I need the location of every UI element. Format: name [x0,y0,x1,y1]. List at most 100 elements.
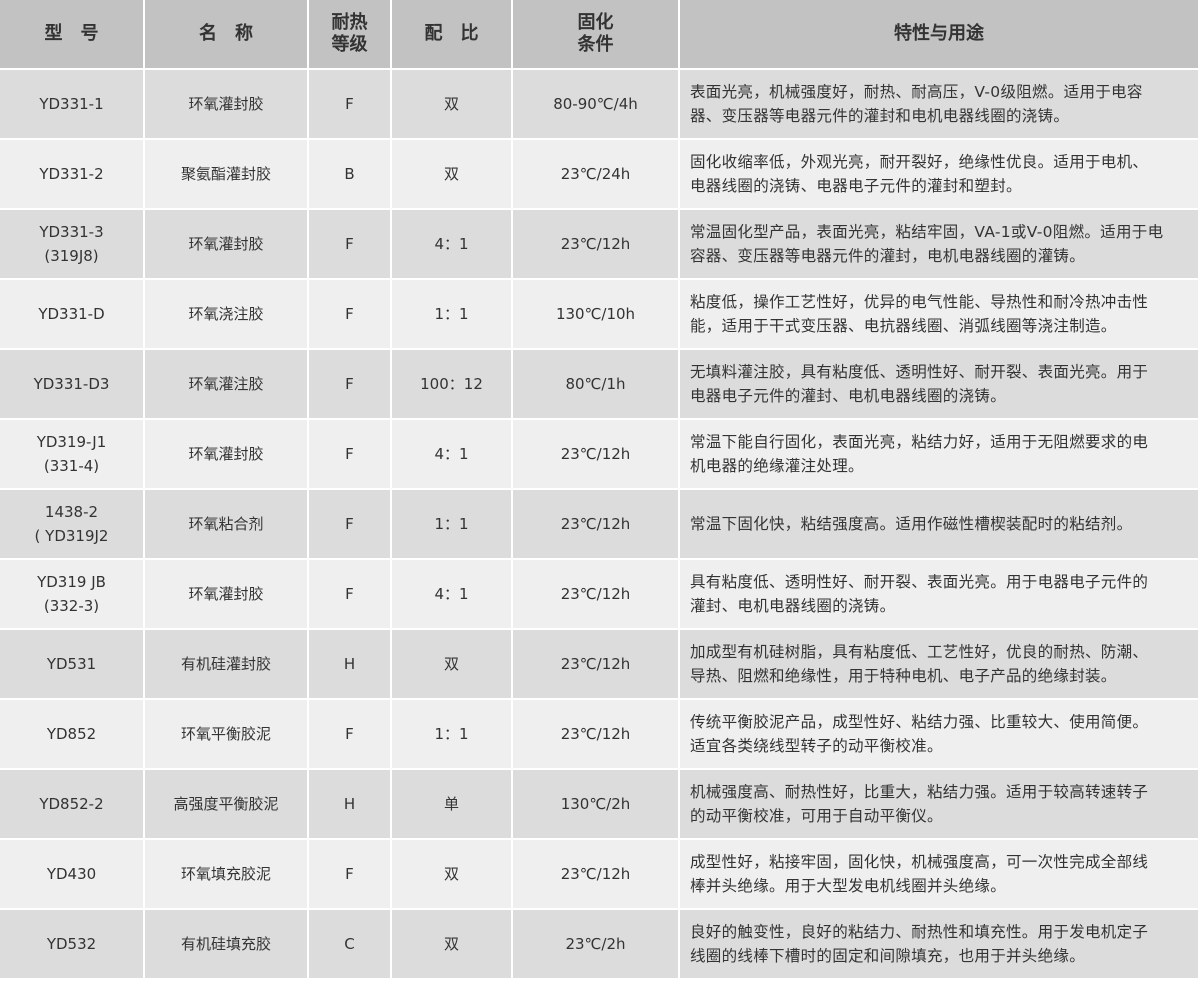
cell-ratio: 1：1 [392,700,511,768]
cell-name: 环氧填充胶泥 [145,840,307,908]
cell-ratio: 1：1 [392,490,511,558]
cell-heat-class: H [309,630,390,698]
table-row: YD331-D3 环氧灌注胶 F 100：12 80℃/1h 无填料灌注胶，具有粘度低、透… [0,350,1198,418]
cell-ratio: 双 [392,910,511,978]
table-row: YD852 环氧平衡胶泥 F 1：1 23℃/12h 传统平衡胶泥产品，成型性好、粘结力强… [0,700,1198,768]
cell-model: YD531 [0,630,143,698]
header-ratio: 配 比 [392,0,511,68]
cell-features-usage: 成型性好，粘接牢固，固化快，机械强度高，可一次性完成全部线 棒并头绝缘。用于大型… [680,840,1198,908]
cell-cure-condition: 80-90℃/4h [513,70,678,138]
cell-features-usage: 传统平衡胶泥产品，成型性好、粘结力强、比重较大、使用简便。 适宜各类绕线型转子的… [680,700,1198,768]
cell-cure-condition: 23℃/12h [513,490,678,558]
cell-model: 1438-2 ( YD319J2 [0,490,143,558]
cell-name: 环氧浇注胶 [145,280,307,348]
cell-heat-class: F [309,700,390,768]
table-row: YD331-2 聚氨酯灌封胶 B 双 23℃/24h 固化收缩率低，外观光亮，耐开裂好，绝… [0,140,1198,208]
cell-features-usage: 常温下固化快，粘结强度高。适用作磁性槽楔装配时的粘结剂。 [680,490,1198,558]
cell-cure-condition: 130℃/2h [513,770,678,838]
cell-cure-condition: 130℃/10h [513,280,678,348]
cell-cure-condition: 23℃/12h [513,700,678,768]
header-features-usage: 特性与用途 [680,0,1198,68]
cell-model: YD319-J1 (331-4) [0,420,143,488]
header-name: 名 称 [145,0,307,68]
cell-name: 环氧灌封胶 [145,560,307,628]
cell-model: YD532 [0,910,143,978]
cell-name: 聚氨酯灌封胶 [145,140,307,208]
cell-features-usage: 表面光亮，机械强度好，耐热、耐高压，V-0级阻燃。适用于电容 器、变压器等电器元… [680,70,1198,138]
cell-heat-class: F [309,70,390,138]
cell-model: YD852 [0,700,143,768]
cell-features-usage: 固化收缩率低，外观光亮，耐开裂好，绝缘性优良。适用于电机、 电器线圈的浇铸、电器… [680,140,1198,208]
header-cure-condition: 固化 条件 [513,0,678,68]
table-row: YD430 环氧填充胶泥 F 双 23℃/12h 成型性好，粘接牢固，固化快，机械强度高，… [0,840,1198,908]
cell-ratio: 4：1 [392,560,511,628]
cell-heat-class: F [309,560,390,628]
cell-features-usage: 常温下能自行固化，表面光亮，粘结力好，适用于无阻燃要求的电 机电器的绝缘灌注处理… [680,420,1198,488]
cell-model: YD430 [0,840,143,908]
cell-model: YD331-2 [0,140,143,208]
cell-model: YD331-1 [0,70,143,138]
header-model: 型 号 [0,0,143,68]
cell-ratio: 双 [392,140,511,208]
cell-features-usage: 粘度低，操作工艺性好，优异的电气性能、导热性和耐冷热冲击性 能，适用于干式变压器… [680,280,1198,348]
cell-heat-class: F [309,280,390,348]
cell-name: 环氧灌封胶 [145,420,307,488]
cell-name: 环氧灌注胶 [145,350,307,418]
cell-name: 环氧平衡胶泥 [145,700,307,768]
cell-features-usage: 具有粘度低、透明性好、耐开裂、表面光亮。用于电器电子元件的 灌封、电机电器线圈的… [680,560,1198,628]
cell-name: 环氧粘合剂 [145,490,307,558]
cell-heat-class: F [309,210,390,278]
cell-name: 有机硅填充胶 [145,910,307,978]
cell-features-usage: 常温固化型产品，表面光亮，粘结牢固，VA-1或V-0阻燃。适用于电 容器、变压器… [680,210,1198,278]
cell-heat-class: F [309,840,390,908]
cell-cure-condition: 23℃/12h [513,560,678,628]
cell-ratio: 4：1 [392,210,511,278]
cell-features-usage: 加成型有机硅树脂，具有粘度低、工艺性好，优良的耐热、防潮、 导热、阻燃和绝缘性，… [680,630,1198,698]
cell-name: 环氧灌封胶 [145,210,307,278]
cell-cure-condition: 80℃/1h [513,350,678,418]
cell-model: YD319 JB (332-3) [0,560,143,628]
cell-model: YD852-2 [0,770,143,838]
cell-cure-condition: 23℃/12h [513,630,678,698]
cell-ratio: 双 [392,630,511,698]
table-body: YD331-1 环氧灌封胶 F 双 80-90℃/4h 表面光亮，机械强度好，耐热、耐高压… [0,70,1198,978]
cell-cure-condition: 23℃/12h [513,420,678,488]
cell-name: 高强度平衡胶泥 [145,770,307,838]
cell-ratio: 100：12 [392,350,511,418]
cell-model: YD331-D3 [0,350,143,418]
cell-ratio: 双 [392,840,511,908]
cell-heat-class: H [309,770,390,838]
cell-cure-condition: 23℃/2h [513,910,678,978]
cell-cure-condition: 23℃/12h [513,840,678,908]
table-row: YD532 有机硅填充胶 C 双 23℃/2h 良好的触变性，良好的粘结力、耐热性和填充性… [0,910,1198,978]
cell-ratio: 1：1 [392,280,511,348]
cell-name: 有机硅灌封胶 [145,630,307,698]
cell-cure-condition: 23℃/24h [513,140,678,208]
cell-ratio: 4：1 [392,420,511,488]
cell-heat-class: B [309,140,390,208]
header-heat-class: 耐热 等级 [309,0,390,68]
cell-name: 环氧灌封胶 [145,70,307,138]
table-row: YD331-1 环氧灌封胶 F 双 80-90℃/4h 表面光亮，机械强度好，耐热、耐高压… [0,70,1198,138]
table-row: YD319-J1 (331-4) 环氧灌封胶 F 4：1 23℃/12h 常温下能自行固化… [0,420,1198,488]
cell-heat-class: F [309,350,390,418]
cell-heat-class: F [309,490,390,558]
table-row: YD331-3 (319J8) 环氧灌封胶 F 4：1 23℃/12h 常温固化型产品，表… [0,210,1198,278]
table-row: YD852-2 高强度平衡胶泥 H 单 130℃/2h 机械强度高、耐热性好，比重大，粘结… [0,770,1198,838]
cell-ratio: 双 [392,70,511,138]
cell-model: YD331-D [0,280,143,348]
cell-ratio: 单 [392,770,511,838]
table-row: YD319 JB (332-3) 环氧灌封胶 F 4：1 23℃/12h 具有粘度低、透明… [0,560,1198,628]
table-row: 1438-2 ( YD319J2 环氧粘合剂 F 1：1 23℃/12h 常温下固化快，粘… [0,490,1198,558]
cell-features-usage: 无填料灌注胶，具有粘度低、透明性好、耐开裂、表面光亮。用于 电器电子元件的灌封、… [680,350,1198,418]
cell-heat-class: F [309,420,390,488]
cell-features-usage: 良好的触变性，良好的粘结力、耐热性和填充性。用于发电机定子 线圈的线棒下槽时的固… [680,910,1198,978]
cell-features-usage: 机械强度高、耐热性好，比重大，粘结力强。适用于较高转速转子 的动平衡校准，可用于… [680,770,1198,838]
cell-cure-condition: 23℃/12h [513,210,678,278]
table-row: YD531 有机硅灌封胶 H 双 23℃/12h 加成型有机硅树脂，具有粘度低、工艺性好，… [0,630,1198,698]
cell-heat-class: C [309,910,390,978]
header-row: 型 号 名 称 耐热 等级 配 比 固化 条件 特性与用途 [0,0,1198,68]
table-row: YD331-D 环氧浇注胶 F 1：1 130℃/10h 粘度低，操作工艺性好，优异的电气… [0,280,1198,348]
cell-model: YD331-3 (319J8) [0,210,143,278]
